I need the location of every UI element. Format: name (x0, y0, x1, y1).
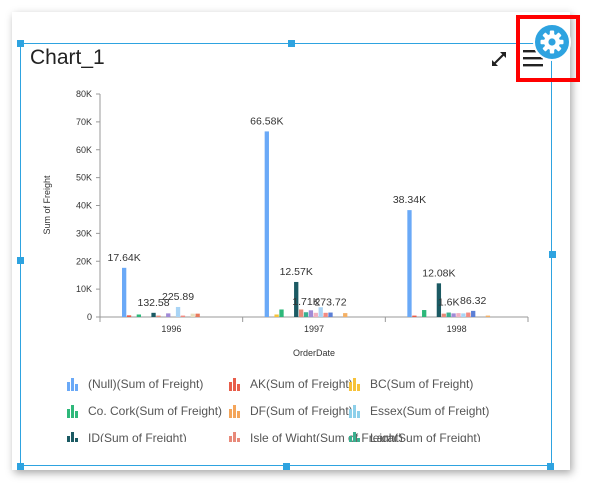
x-axis-label: OrderDate (293, 348, 335, 358)
bar-series16-sum-of-freight--1996[interactable] (195, 313, 200, 317)
legend-bar-swatch-icon (67, 432, 78, 442)
legend-label: Isle of Wight(Sum of Freight) (250, 431, 403, 442)
bar-data-label: 132.58 (137, 297, 169, 309)
resize-handle-bottom-right[interactable] (547, 463, 554, 470)
bar-data-label: 1.71K (292, 296, 319, 308)
bar-data-label: 12.08K (422, 267, 455, 279)
bar-id-sum-of-freight--1998[interactable] (436, 283, 442, 317)
bar-data-label: 66.58K (250, 115, 283, 127)
bar-series10-sum-of-freight--1997[interactable] (308, 310, 314, 317)
resize-handle-bottom-left[interactable] (17, 463, 24, 470)
bar--null-sum-of-freight--1997[interactable] (264, 131, 269, 317)
bar-series15-sum-of-freight--1996[interactable] (190, 313, 195, 317)
hamburger-menu-icon[interactable] (522, 48, 544, 68)
chart-legend: (Null)(Sum of Freight) AK(Sum of Freight)… (66, 374, 536, 442)
bar-data-label: 1.6K (438, 297, 460, 309)
y-tick-label: 50K (76, 173, 92, 183)
legend-label: AK(Sum of Freight) (250, 377, 353, 391)
bar-series14-sum-of-freight--1998[interactable] (471, 310, 476, 317)
x-tick-label: 1998 (447, 324, 467, 334)
bar-id-sum-of-freight--1997[interactable] (294, 281, 299, 317)
y-tick-label: 60K (76, 145, 92, 155)
resize-handle-right[interactable] (549, 251, 556, 258)
y-tick-label: 40K (76, 201, 92, 211)
x-tick-label: 1996 (161, 324, 181, 334)
legend-bar-swatch-icon (229, 378, 240, 391)
legend-bar-swatch-icon (67, 378, 78, 391)
bar-co-cork-sum-of-freight--1996[interactable] (136, 314, 141, 317)
bar-co-cork-sum-of-freight--1997[interactable] (279, 309, 284, 317)
y-axis-label: Sum of Freight (42, 175, 52, 235)
bar-series10-sum-of-freight--1996[interactable] (166, 313, 171, 317)
bar-co-cork-sum-of-freight--1998[interactable] (422, 310, 427, 317)
bar-lara-sum-of-freight--1998[interactable] (446, 312, 451, 317)
bar-lara-sum-of-freight--1997[interactable] (303, 312, 309, 317)
bar-data-label: 17.64K (108, 252, 141, 264)
resize-handle-top[interactable] (288, 40, 295, 47)
bar-series10-sum-of-freight--1998[interactable] (451, 313, 456, 317)
bar-series12-sum-of-freight--1996[interactable] (175, 306, 181, 317)
legend-label: Lara(Sum of Freight) (370, 431, 481, 442)
bar-isle-of-wight-sum-of-freight--1998[interactable] (441, 313, 446, 317)
bar-id-sum-of-freight--1996[interactable] (151, 312, 156, 317)
legend-label: ID(Sum of Freight) (88, 431, 187, 442)
bar--null-sum-of-freight--1996[interactable] (122, 267, 127, 317)
bar-series13-sum-of-freight--1996[interactable] (180, 315, 186, 317)
bar-series17-sum-of-freight--1997[interactable] (343, 313, 348, 317)
legend-bar-swatch-icon (67, 405, 78, 418)
legend-label: BC(Sum of Freight) (370, 377, 474, 391)
bar--null-sum-of-freight--1998[interactable] (407, 210, 412, 317)
chart-title: Chart_1 (30, 46, 105, 69)
legend-label: DF(Sum of Freight) (250, 404, 353, 418)
y-tick-label: 10K (76, 284, 92, 294)
bar-data-label: 38.34K (393, 194, 426, 206)
expand-icon[interactable] (490, 50, 508, 68)
bar-isle-of-wight-sum-of-freight--1997[interactable] (298, 309, 304, 317)
bar-series11-sum-of-freight--1997[interactable] (313, 312, 318, 317)
bar-isle-of-wight-sum-of-freight--1996[interactable] (156, 315, 161, 317)
resize-handle-bottom[interactable] (283, 463, 290, 470)
bar-data-label: 225.89 (162, 291, 194, 303)
bar-data-label: 12.57K (280, 266, 313, 278)
legend-label: (Null)(Sum of Freight) (88, 377, 204, 391)
y-tick-label: 20K (76, 256, 92, 266)
resize-handle-left[interactable] (17, 257, 24, 264)
legend-bar-swatch-icon (349, 378, 360, 391)
legend-bar-swatch-icon (229, 405, 240, 418)
bar-series17-sum-of-freight--1998[interactable] (485, 315, 491, 317)
legend-bar-swatch-icon (349, 432, 360, 442)
bar-data-label: 273.72 (314, 297, 346, 309)
resize-handle-top-left[interactable] (17, 40, 24, 47)
gear-icon[interactable] (532, 22, 572, 62)
dashboard-canvas (12, 12, 570, 470)
bar-series12-sum-of-freight--1997[interactable] (318, 307, 323, 317)
y-tick-label: 0 (87, 312, 92, 322)
legend-bar-swatch-icon (229, 432, 240, 442)
bar-bc-sum-of-freight--1997[interactable] (274, 314, 279, 317)
bar-series11-sum-of-freight--1998[interactable] (456, 313, 461, 317)
legend-bar-swatch-icon (349, 405, 360, 418)
x-tick-label: 1997 (304, 324, 324, 334)
bar-series12-sum-of-freight--1998[interactable] (461, 313, 466, 317)
y-tick-label: 30K (76, 228, 92, 238)
settings-highlight-box (516, 15, 580, 82)
bar-series13-sum-of-freight--1997[interactable] (323, 312, 328, 317)
y-tick-label: 70K (76, 117, 92, 127)
bar-data-label: 86.32 (460, 295, 486, 307)
legend-label: Co. Cork(Sum of Freight) (88, 404, 223, 418)
bar-series14-sum-of-freight--1997[interactable] (328, 312, 333, 317)
bar-ak-sum-of-freight--1996[interactable] (126, 315, 132, 317)
y-tick-label: 80K (76, 89, 92, 99)
legend-label: Essex(Sum of Freight) (370, 404, 490, 418)
bar-series13-sum-of-freight--1998[interactable] (466, 312, 471, 317)
bar-ak-sum-of-freight--1998[interactable] (412, 315, 417, 317)
